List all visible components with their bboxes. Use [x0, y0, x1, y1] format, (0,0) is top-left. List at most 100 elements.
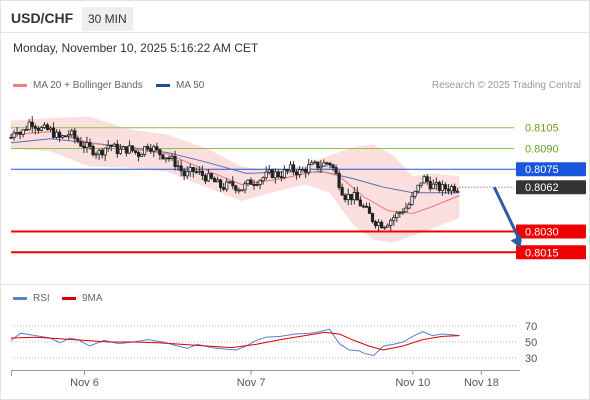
candle-down: [337, 172, 341, 188]
candle-down: [158, 149, 162, 156]
candle-down: [294, 171, 299, 176]
candle-down: [88, 142, 92, 147]
candle-down: [291, 164, 296, 173]
candle-down: [355, 192, 359, 201]
candle-up: [206, 173, 211, 182]
candle-up: [449, 186, 454, 192]
rsi-tick-label: 50: [525, 337, 537, 349]
last-price-badge: [516, 180, 586, 195]
candle-down: [443, 184, 448, 190]
candle-up: [240, 189, 244, 192]
candle-down: [191, 167, 195, 173]
candle-down: [18, 131, 22, 135]
candle-down: [73, 130, 77, 139]
candle-down: [194, 171, 198, 174]
candle-up: [301, 169, 305, 171]
chart-header: USD/CHF 30 MIN: [0, 0, 590, 38]
rsi-swatch: [13, 296, 27, 300]
candle-up: [42, 124, 47, 128]
candle-down: [340, 187, 344, 196]
legend-ma50: MA 50: [156, 80, 204, 91]
candle-down: [161, 154, 165, 160]
candle-down: [334, 167, 338, 174]
candle-down: [428, 181, 432, 190]
candle-up: [319, 165, 323, 169]
candle-up: [261, 177, 265, 182]
candle-up: [176, 165, 180, 168]
candle-down: [455, 190, 460, 193]
candle-down: [179, 165, 183, 172]
level-label: 0.8090: [525, 143, 559, 155]
candle-down: [276, 171, 280, 178]
candle-down: [364, 205, 369, 208]
candle-up: [27, 121, 31, 130]
rsi-ma9-line: [10, 331, 460, 351]
candle-up: [118, 148, 122, 154]
candle-down: [446, 188, 451, 192]
candle-down: [100, 149, 104, 156]
research-credit: Research © 2025 Trading Central: [431, 80, 581, 91]
candle-down: [76, 137, 80, 143]
projection-arrow-head: [510, 235, 522, 249]
candle-up: [267, 169, 271, 173]
candle-up: [243, 183, 247, 191]
candle-down: [58, 131, 62, 138]
candle-up: [143, 146, 147, 155]
candle-down: [437, 182, 441, 191]
candle-down: [255, 184, 259, 186]
timeframe-button[interactable]: 30 MIN: [82, 7, 133, 31]
candle-down: [279, 176, 283, 179]
candle-down: [316, 161, 320, 169]
candle-up: [12, 132, 16, 138]
ma50-legend-label: MA 50: [176, 80, 205, 91]
candle-up: [352, 192, 356, 201]
candle-down: [36, 128, 40, 131]
x-tick-label: Nov 10: [395, 377, 430, 389]
ma9-swatch: [62, 296, 76, 300]
candle-up: [346, 194, 350, 201]
candle-down: [91, 145, 95, 156]
candle-up: [383, 226, 387, 229]
last-price-label: 0.8062: [525, 182, 559, 194]
candle-up: [97, 149, 101, 155]
candle-down: [370, 213, 375, 222]
candle-up: [282, 169, 287, 178]
candle-down: [155, 146, 159, 150]
candle-up: [386, 224, 390, 228]
candle-up: [298, 169, 302, 176]
candle-down: [130, 145, 135, 152]
candle-down: [51, 127, 56, 138]
candle-up: [54, 131, 59, 138]
chart-datetime: Monday, November 10, 2025 5:16:22 AM CET: [13, 41, 259, 55]
candle-down: [349, 194, 353, 201]
ma20-line: [10, 131, 460, 215]
candle-down: [200, 170, 204, 176]
candle-up: [197, 170, 201, 173]
candle-down: [343, 194, 347, 201]
candle-down: [328, 162, 332, 166]
ma20-swatch: [13, 83, 27, 87]
candle-up: [48, 127, 53, 131]
candle-down: [325, 162, 329, 165]
candle-down: [425, 176, 429, 182]
candle-up: [404, 207, 408, 213]
candle-down: [252, 184, 256, 186]
candle-up: [307, 164, 311, 173]
candle-down: [149, 148, 153, 152]
candle-up: [313, 161, 317, 164]
x-tick-label: Nov 6: [70, 377, 99, 389]
candle-down: [270, 169, 274, 179]
ma9-legend-label: 9MA: [82, 293, 103, 304]
x-tick-label: Nov 18: [464, 377, 499, 389]
candle-up: [258, 180, 262, 185]
candle-down: [136, 152, 141, 157]
candle-down: [358, 199, 362, 207]
candle-down: [285, 169, 290, 172]
level-label: 0.8075: [525, 164, 559, 176]
x-tick-label: Nov 7: [237, 377, 266, 389]
legend-ma20: MA 20 + Bollinger Bands: [13, 80, 143, 91]
candle-down: [45, 124, 50, 131]
candle-down: [212, 177, 217, 183]
candle-down: [82, 145, 86, 148]
